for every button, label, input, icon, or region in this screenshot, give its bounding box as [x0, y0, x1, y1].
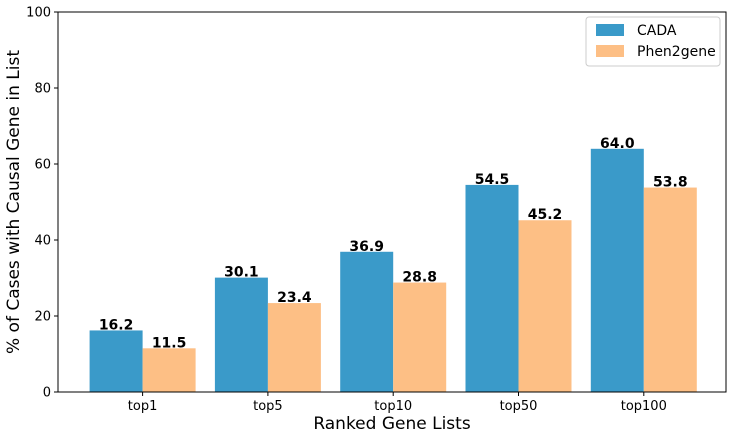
x-tick-label-top100: top100	[621, 399, 667, 414]
bar-label-cada-top5: 30.1	[224, 265, 259, 281]
bar-phen2gene-top10	[393, 282, 447, 392]
y-axis-label: % of Cases with Causal Gene in List	[4, 50, 24, 354]
y-tick-label-60: 60	[34, 158, 51, 173]
x-tick-label-top5: top5	[253, 399, 283, 414]
bars-layer	[89, 148, 697, 392]
bar-label-phen2gene-top1: 11.5	[152, 335, 187, 351]
bar-phen2gene-top100	[643, 187, 697, 392]
bar-cada-top1	[89, 330, 143, 392]
bar-cada-top5	[214, 277, 268, 392]
bar-value-labels: 16.2 11.5 30.1 23.4 36.9 28.8 54.5 45.2 64.0 53.8	[99, 136, 688, 351]
legend-label-phen2gene: Phen2gene	[637, 44, 716, 60]
y-tick-label-0: 0	[43, 386, 51, 401]
x-tick-label-top50: top50	[500, 399, 538, 414]
y-tick-label-20: 20	[34, 310, 51, 325]
bar-phen2gene-top5	[267, 303, 321, 392]
legend-swatch-phen2gene	[596, 45, 624, 57]
legend: CADA Phen2gene	[585, 16, 721, 67]
bar-label-cada-top10: 36.9	[349, 239, 384, 255]
bar-label-phen2gene-top10: 28.8	[402, 270, 437, 286]
y-tick-label-100: 100	[26, 6, 51, 21]
y-tick-label-40: 40	[34, 234, 51, 249]
x-axis-label: Ranked Gene Lists	[313, 414, 471, 434]
bar-cada-top10	[340, 251, 394, 392]
legend-label-cada: CADA	[637, 23, 677, 39]
plot-frame	[57, 11, 727, 393]
x-tick-label-top10: top10	[374, 399, 412, 414]
bar-label-cada-top100: 64.0	[600, 136, 635, 152]
bar-label-phen2gene-top50: 45.2	[528, 207, 563, 223]
legend-swatch-cada	[596, 24, 624, 36]
bar-label-phen2gene-top5: 23.4	[277, 290, 312, 306]
bar-label-cada-top1: 16.2	[99, 317, 134, 333]
bar-phen2gene-top1	[142, 348, 196, 392]
y-tick-label-80: 80	[34, 82, 51, 97]
bar-cada-top50	[465, 184, 519, 392]
x-axis: top1 top5 top10 top50 top100	[128, 392, 667, 414]
bar-label-phen2gene-top100: 53.8	[653, 175, 688, 191]
bar-label-cada-top50: 54.5	[475, 172, 510, 188]
bar-cada-top100	[590, 148, 644, 392]
y-axis: 0 20 40 60 80 100	[26, 6, 58, 401]
x-tick-label-top1: top1	[128, 399, 158, 414]
bar-phen2gene-top50	[518, 220, 572, 392]
